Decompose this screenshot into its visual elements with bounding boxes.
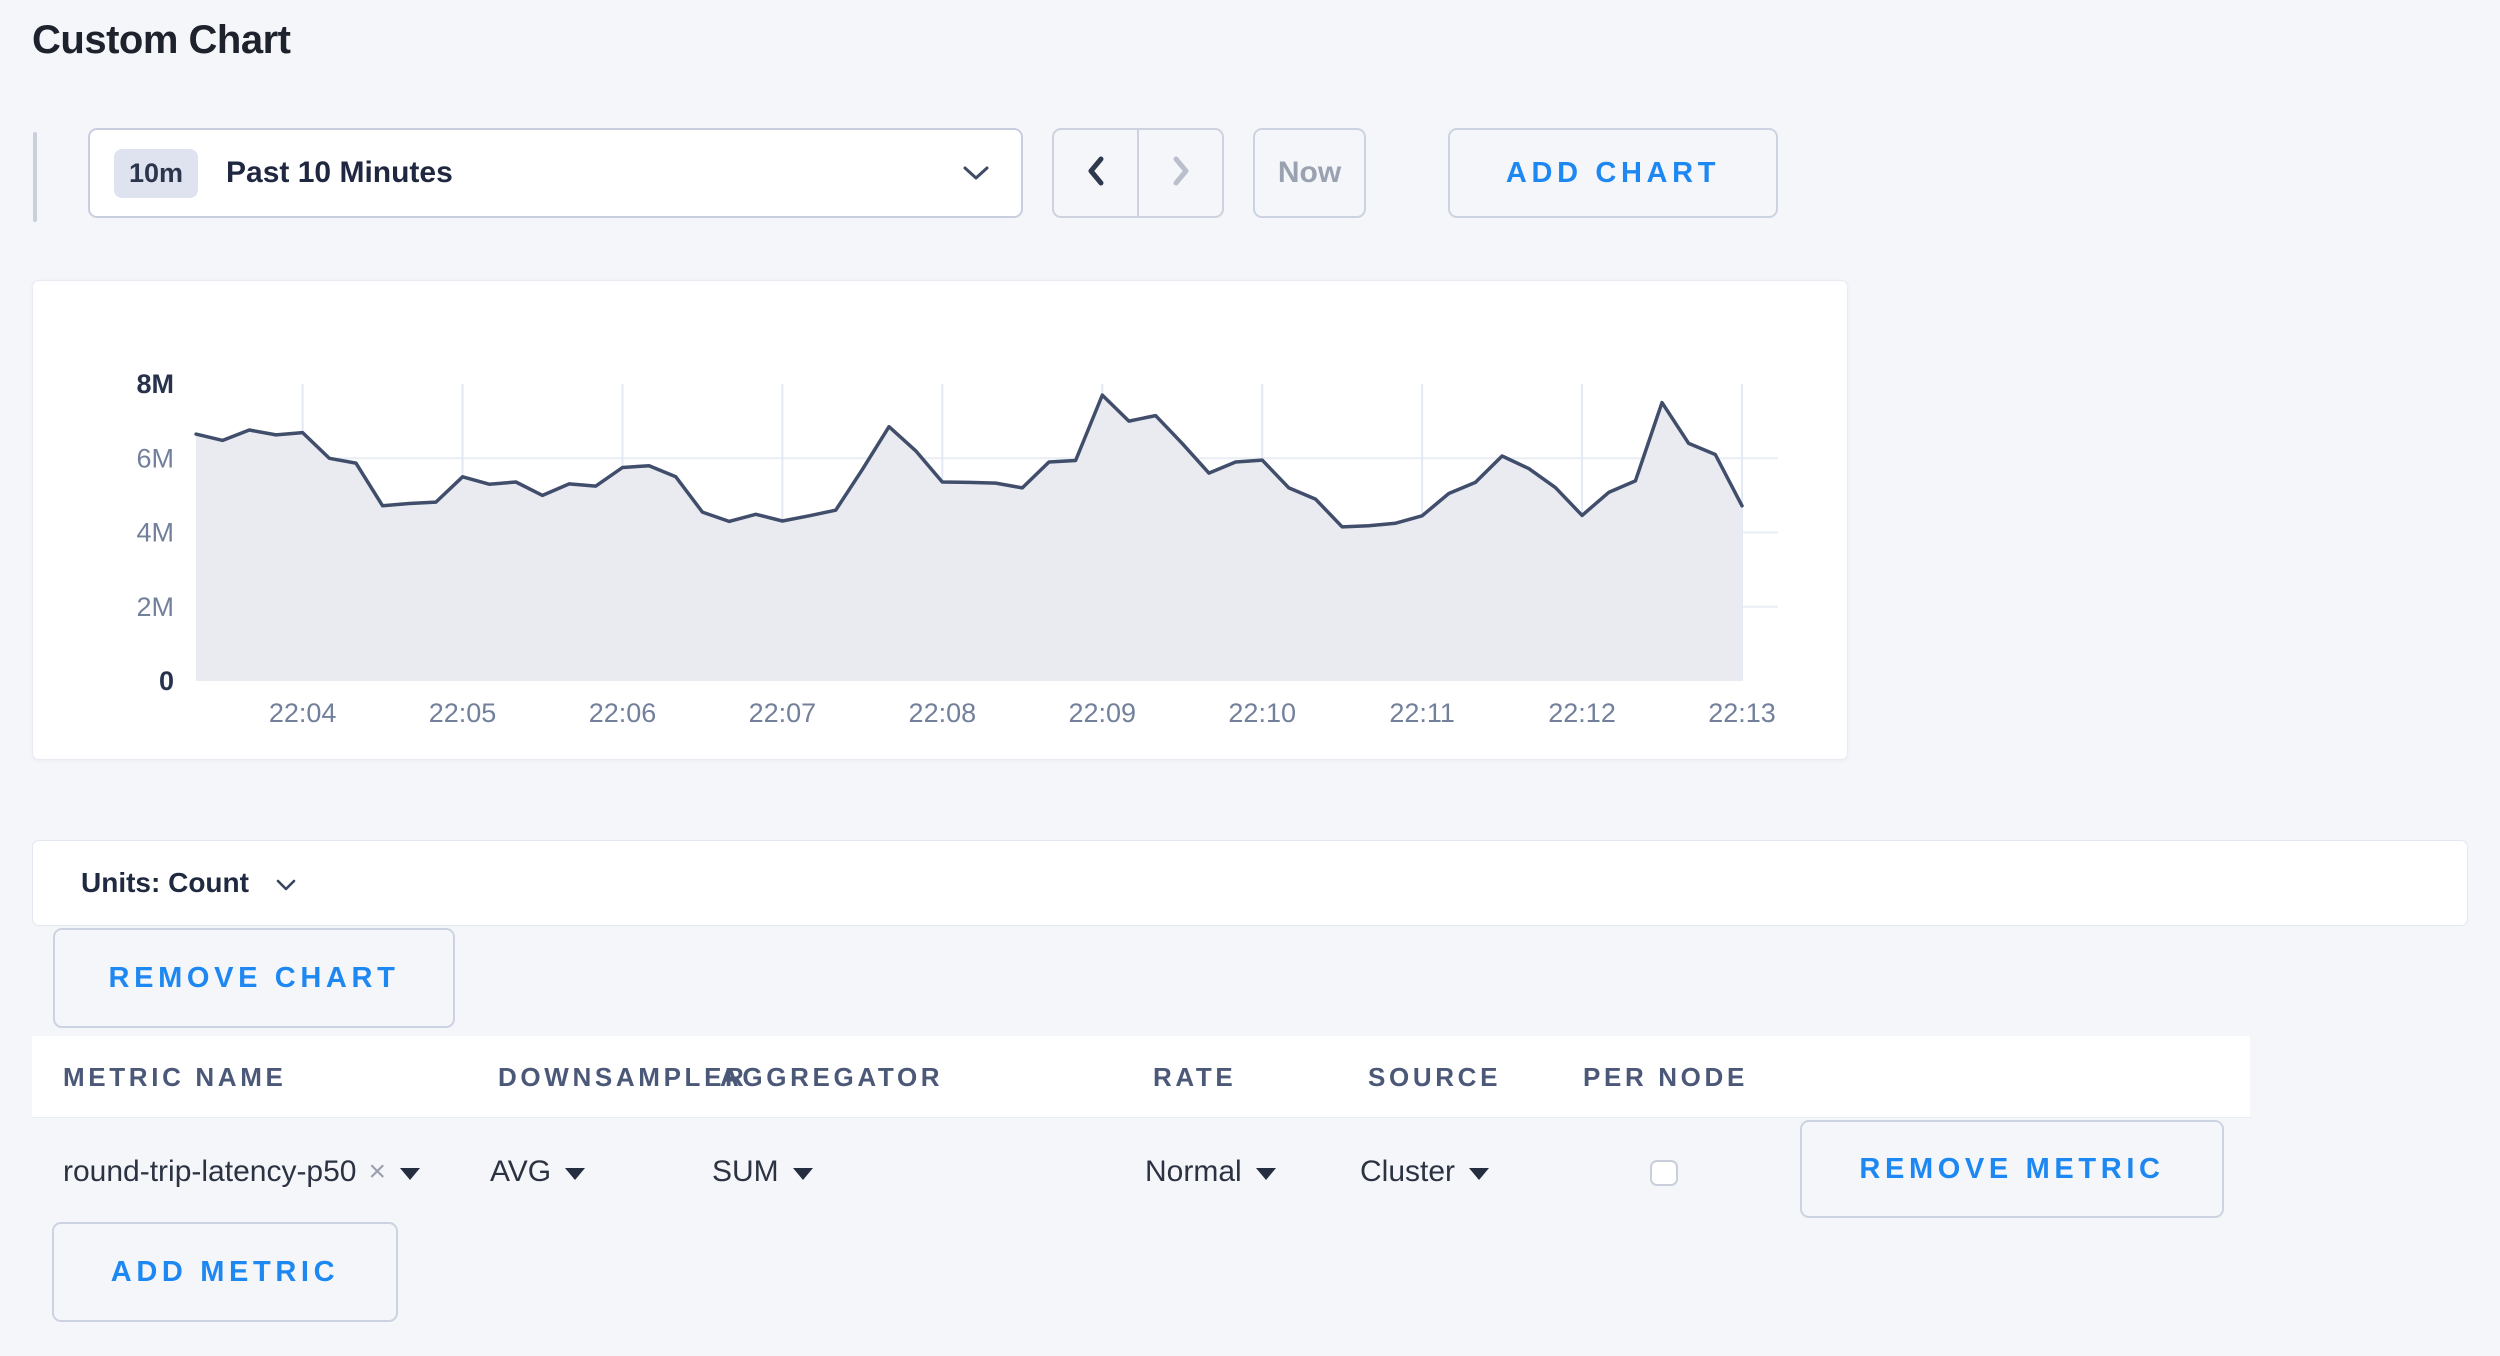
now-button[interactable]: Now: [1253, 128, 1366, 218]
downsampler-dropdown[interactable]: AVG: [490, 1150, 586, 1194]
downsampler-value: AVG: [490, 1155, 552, 1188]
aggregator-dropdown[interactable]: SUM: [712, 1150, 813, 1194]
timescale-label: Past 10 Minutes: [226, 156, 453, 189]
metric-name-value: round-trip-latency-p50: [63, 1155, 357, 1188]
svg-text:6M: 6M: [136, 443, 174, 473]
line-chart-svg: 22:04 22:05 22:06 22:07 22:08 22:09 22:10 22:11…: [136, 369, 1778, 728]
svg-text:22:08: 22:08: [909, 698, 977, 728]
chevron-down-icon: [961, 163, 991, 183]
chart-card: 22:04 22:05 22:06 22:07 22:08 22:09 22:10 22:11…: [32, 280, 1848, 760]
caret-down-icon: [565, 1168, 586, 1180]
add-metric-button[interactable]: ADD METRIC: [52, 1222, 398, 1322]
svg-text:22:09: 22:09: [1068, 698, 1136, 728]
svg-text:22:12: 22:12: [1548, 698, 1616, 728]
svg-text:4M: 4M: [136, 518, 174, 548]
clear-metric-icon[interactable]: ×: [368, 1155, 387, 1188]
chevron-down-icon: [275, 878, 297, 892]
units-dropdown[interactable]: Units: Count: [81, 867, 297, 899]
per-node-checkbox[interactable]: [1650, 1160, 1678, 1186]
svg-text:22:07: 22:07: [749, 698, 817, 728]
toolbar-accent-bar: [33, 132, 37, 222]
svg-text:22:11: 22:11: [1389, 698, 1455, 728]
timescale-dropdown[interactable]: 10m Past 10 Minutes: [88, 128, 1023, 218]
column-header-rate: RATE: [1153, 1062, 1237, 1092]
chevron-right-icon: [1164, 151, 1198, 196]
svg-text:22:13: 22:13: [1708, 698, 1776, 728]
caret-down-icon: [400, 1168, 421, 1180]
caret-down-icon: [1469, 1168, 1490, 1180]
page-title: Custom Chart: [32, 18, 291, 62]
prev-range-button[interactable]: [1054, 130, 1137, 216]
rate-value: Normal: [1145, 1155, 1242, 1188]
column-header-downsampler: DOWNSAMPLER: [498, 1062, 748, 1092]
units-label: Units: Count: [81, 867, 249, 898]
caret-down-icon: [792, 1168, 813, 1180]
aggregator-value: SUM: [712, 1155, 779, 1188]
source-dropdown[interactable]: Cluster: [1360, 1150, 1490, 1194]
svg-text:22:10: 22:10: [1228, 698, 1296, 728]
add-chart-button[interactable]: ADD CHART: [1448, 128, 1778, 218]
chevron-left-icon: [1079, 151, 1113, 196]
svg-text:22:04: 22:04: [269, 698, 337, 728]
time-window-badge: 10m: [114, 148, 199, 198]
svg-text:8M: 8M: [136, 369, 174, 399]
svg-text:0: 0: [159, 666, 174, 696]
column-header-per-node: PER NODE: [1583, 1062, 1748, 1092]
source-value: Cluster: [1360, 1155, 1456, 1188]
units-bar: Units: Count: [32, 840, 2468, 926]
caret-down-icon: [1255, 1168, 1276, 1180]
remove-chart-button[interactable]: REMOVE CHART: [53, 928, 455, 1028]
column-header-aggregator: AGGREGATOR: [720, 1062, 944, 1092]
metric-name-dropdown[interactable]: round-trip-latency-p50 ×: [63, 1150, 421, 1194]
svg-text:2M: 2M: [136, 592, 174, 622]
column-header-metric-name: METRIC NAME: [63, 1062, 287, 1092]
svg-text:22:06: 22:06: [589, 698, 657, 728]
column-header-source: SOURCE: [1368, 1062, 1502, 1092]
remove-metric-button[interactable]: REMOVE METRIC: [1800, 1120, 2224, 1218]
metrics-table-header: METRIC NAME DOWNSAMPLER AGGREGATOR RATE …: [32, 1036, 2250, 1118]
svg-text:22:05: 22:05: [429, 698, 497, 728]
time-range-pager: [1052, 128, 1224, 218]
next-range-button[interactable]: [1137, 130, 1222, 216]
rate-dropdown[interactable]: Normal: [1145, 1150, 1276, 1194]
